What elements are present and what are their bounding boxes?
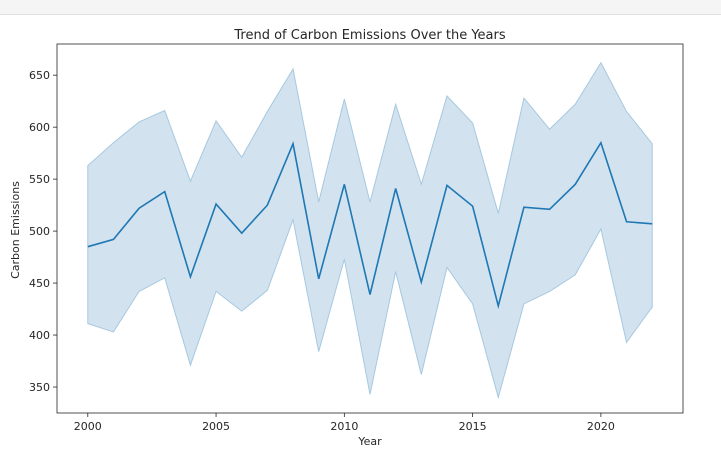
y-tick-label: 350 (29, 381, 50, 394)
top-toolbar-strip (0, 0, 721, 15)
y-tick-label: 600 (29, 121, 50, 134)
y-tick-label: 400 (29, 329, 50, 342)
confidence-band (87, 61, 653, 400)
y-tick-label: 550 (29, 173, 50, 186)
x-tick-label: 2005 (202, 420, 230, 433)
x-tick-label: 2020 (587, 420, 615, 433)
y-axis-label: Carbon Emissions (9, 181, 22, 279)
x-tick-label: 2015 (459, 420, 487, 433)
y-tick-label: 450 (29, 277, 50, 290)
chart-title: Trend of Carbon Emissions Over the Years (233, 28, 505, 43)
plot-area-frame (56, 43, 684, 414)
x-axis-label: Year (357, 435, 382, 448)
x-tick-label: 2000 (74, 420, 102, 433)
x-tick-label: 2010 (330, 420, 358, 433)
y-tick-label: 650 (29, 69, 50, 82)
y-tick-label: 500 (29, 225, 50, 238)
emissions-series-line (87, 140, 653, 310)
